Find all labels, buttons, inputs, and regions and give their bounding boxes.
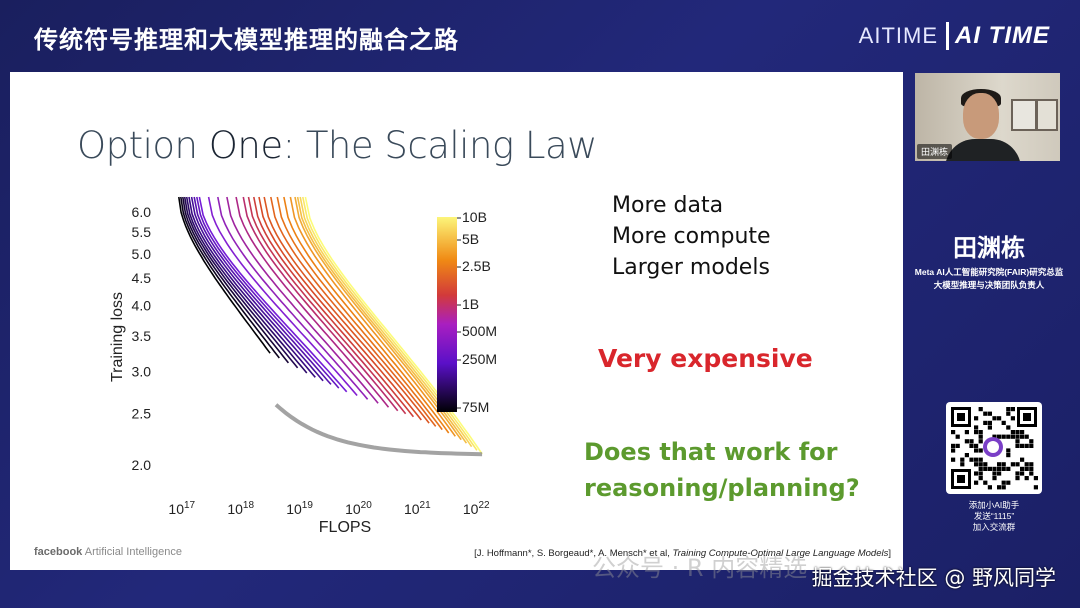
x-tick-label: 1017 <box>168 500 195 517</box>
x-tick-label: 1020 <box>345 500 372 517</box>
bullet-item: More compute <box>612 224 771 249</box>
loss-curve <box>183 196 299 369</box>
y-tick-label: 4.0 <box>132 297 152 313</box>
x-axis-label: FLOPS <box>319 519 371 536</box>
colorbar-tick-label: 250M <box>462 351 497 367</box>
slide-title-emph: One <box>208 124 283 167</box>
citation-authors: [J. Hoffmann*, S. Borgeaud*, A. Mensch* … <box>474 548 673 559</box>
x-tick-label: 1019 <box>286 500 313 517</box>
slide-title-prefix: Option <box>77 124 209 167</box>
loss-curve <box>283 196 450 434</box>
loss-curve <box>207 196 358 397</box>
reasoning-question: Does that work for reasoning/planning? <box>584 434 860 506</box>
citation-end: ] <box>888 548 891 559</box>
slide-title-suffix: : The Scaling Law <box>282 124 598 167</box>
y-tick-label: 3.0 <box>132 364 152 380</box>
colorbar <box>437 217 457 412</box>
source-credit: 掘金技术社区 @ 野风同学 <box>811 566 1056 590</box>
x-tick-label: 1018 <box>227 500 254 517</box>
citation: [J. Hoffmann*, S. Borgeaud*, A. Mensch* … <box>474 548 891 559</box>
webcam-name-tag: 田渊栋 <box>917 144 953 159</box>
loss-curve <box>253 196 415 418</box>
footer-text: Artificial Intelligence <box>84 546 182 558</box>
wall-picture <box>1011 99 1037 131</box>
y-tick-label: 2.5 <box>132 406 152 422</box>
y-tick-label: 4.5 <box>132 270 152 286</box>
loss-curve <box>263 196 430 424</box>
question-line: Does that work for <box>584 438 838 466</box>
speaker-title-line: 大模型推理与决策团队负责人 <box>933 280 1045 290</box>
brand-text: AITIME <box>858 23 938 48</box>
loss-curve <box>178 196 271 354</box>
loss-curve <box>182 196 290 364</box>
loss-curve <box>294 196 462 441</box>
colorbar-tick-label: 500M <box>462 323 497 339</box>
y-tick-label: 2.0 <box>132 457 152 473</box>
bullet-list: More data More compute Larger models <box>612 190 771 283</box>
loss-curve <box>196 196 340 389</box>
loss-curve <box>188 196 316 378</box>
banner-title: 传统符号推理和大模型推理的融合之路 <box>34 26 459 54</box>
question-line: reasoning/planning? <box>584 474 860 502</box>
colorbar-tick-label: 5B <box>462 231 479 247</box>
loss-curve <box>242 196 399 412</box>
bullet-item: Larger models <box>612 255 770 280</box>
loss-curve <box>270 196 437 427</box>
chart-curves <box>178 196 483 457</box>
y-tick-label: 5.5 <box>132 224 152 240</box>
qr-caption-line: 添加小AI助手 <box>968 500 1020 510</box>
x-tick-label: 1022 <box>463 500 490 517</box>
loss-curve <box>289 196 456 437</box>
slide-title: Option One: The Scaling Law <box>77 124 597 167</box>
loss-curve <box>276 196 443 431</box>
y-tick-label: 3.5 <box>132 328 152 344</box>
loss-curve <box>185 196 308 374</box>
qr-code-icon <box>946 402 1042 494</box>
qr-caption-line: 加入交流群 <box>972 522 1016 532</box>
speaker-webcam: 田渊栋 <box>915 73 1060 161</box>
x-tick-label: 1021 <box>404 500 431 517</box>
colorbar-tick-label: 2.5B <box>462 258 491 274</box>
loss-curve <box>235 196 390 408</box>
scaling-law-chart: 2.0 2.5 3.0 3.5 4.0 4.5 5.0 5.5 6.0 1017 1018 1019 1… <box>109 196 497 536</box>
loss-curve <box>190 196 324 382</box>
frontier-band <box>274 403 483 457</box>
colorbar-tick-label: 1B <box>462 296 479 312</box>
colorbar-labels: 10B 5B 2.5B 1B 500M 250M 75M <box>457 209 497 415</box>
very-expensive-text: Very expensive <box>598 344 813 373</box>
chart-axes: 2.0 2.5 3.0 3.5 4.0 4.5 5.0 5.5 6.0 1017 1018 1019 1… <box>109 204 490 536</box>
y-tick-label: 6.0 <box>132 204 152 220</box>
loss-curve <box>198 196 348 393</box>
speaker-face <box>963 93 999 139</box>
loss-curve <box>258 196 422 421</box>
loss-curve <box>180 196 280 359</box>
speaker-title: Meta AI人工智能研究院(FAIR)研究总监 大模型推理与决策团队负责人 <box>912 266 1066 292</box>
presentation-slide: Option One: The Scaling Law 2.0 2.5 3.0 3.5… <box>10 72 903 570</box>
colorbar-tick-label: 75M <box>462 399 489 415</box>
aitime-logo-icon: AI TIME <box>946 22 1050 50</box>
wall-picture <box>1036 99 1058 131</box>
qr-caption: 添加小AI助手 发送“1115” 加入交流群 <box>930 500 1058 533</box>
y-tick-label: 5.0 <box>132 246 152 262</box>
facebook-logo: facebook <box>34 546 83 558</box>
y-axis-label: Training loss <box>109 292 126 382</box>
qr-caption-line: 发送“1115” <box>973 511 1015 521</box>
loss-curve <box>193 196 332 385</box>
loss-curve <box>304 196 483 455</box>
loss-curve <box>217 196 369 400</box>
slide-footer: facebook Artificial Intelligence <box>34 546 182 558</box>
loss-curve <box>226 196 379 404</box>
watermark: 公众号 · R 内容精选 <box>592 554 808 582</box>
loss-curve <box>247 196 407 415</box>
colorbar-tick-label: 10B <box>462 209 487 225</box>
speaker-title-line: Meta AI人工智能研究院(FAIR)研究总监 <box>914 267 1064 277</box>
bullet-item: More data <box>612 193 724 218</box>
speaker-name: 田渊栋 <box>953 234 1025 262</box>
brand-logo: AITIME AI TIME <box>859 22 1050 50</box>
citation-title: Training Compute-Optimal Large Language … <box>672 548 889 559</box>
